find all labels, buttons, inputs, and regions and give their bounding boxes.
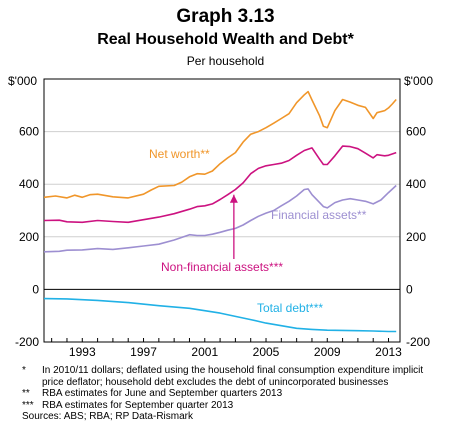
y-tick-label-left: 0 — [32, 282, 39, 296]
annotation-layer: Net worth** Financial assets** Non-financi… — [149, 147, 367, 315]
x-tick-label: 1997 — [130, 345, 157, 359]
footnote-2: ** RBA estimates for June and September … — [22, 388, 442, 400]
y-tick-label-left: 200 — [19, 230, 39, 244]
axis-layer: -200 -200 0 0 200 200 400 400 600 600 $'000 $'000 19… — [8, 74, 433, 359]
sources: Sources: ABS; RBA; RP Data-Rismark — [22, 411, 193, 422]
footnote-mark: *** — [22, 399, 34, 411]
series-line-2 — [43, 184, 397, 253]
y-unit-right: $'000 — [404, 74, 433, 88]
y-tick-label-right: 0 — [406, 282, 413, 296]
y-tick-label-left: -200 — [15, 335, 39, 349]
x-tick-label: 1993 — [69, 345, 96, 359]
chart-title: Real Household Wealth and Debt* — [97, 31, 354, 48]
series-line-1 — [43, 145, 397, 224]
series-label: Non-financial assets*** — [161, 260, 283, 274]
footnote-1: * In 2010/11 dollars; deflated using the… — [22, 365, 442, 388]
series-layer — [43, 90, 397, 333]
series-line-0 — [43, 90, 397, 199]
graph-number: Graph 3.13 — [176, 6, 275, 27]
series-label: Net worth** — [149, 147, 210, 161]
x-tick-label: 2005 — [253, 345, 280, 359]
y-tick-label-left: 400 — [19, 177, 39, 191]
footnote-3: *** RBA estimates for September quarter … — [22, 400, 442, 412]
series-label: Total debt*** — [257, 301, 323, 315]
y-tick-label-right: 600 — [406, 125, 426, 139]
footnote-text: In 2010/11 dollars; deflated using the h… — [42, 365, 424, 388]
y-tick-label-right: -200 — [406, 335, 430, 349]
footnote-mark: * — [22, 365, 26, 376]
y-tick-label-left: 600 — [19, 125, 39, 139]
grid-layer — [44, 131, 400, 290]
y-unit-left: $'000 — [8, 74, 37, 88]
footnote-mark: ** — [22, 388, 30, 399]
plot-frame — [43, 78, 401, 343]
x-tick-label: 2009 — [314, 345, 341, 359]
series-line-3 — [43, 297, 397, 333]
y-tick-label-right: 200 — [406, 230, 426, 244]
y-tick-label-right: 400 — [406, 177, 426, 191]
chart-subtitle: Per household — [186, 54, 265, 68]
x-tick-label: 2001 — [191, 345, 218, 359]
footnote-text: RBA estimates for September quarter 2013 — [42, 399, 234, 411]
annotation-arrow-head — [229, 194, 238, 203]
footnote-text: RBA estimates for June and September qua… — [42, 388, 283, 399]
x-tick-label: 2013 — [375, 345, 402, 359]
series-label: Financial assets** — [271, 208, 367, 222]
footnotes: * In 2010/11 dollars; deflated using the… — [22, 365, 442, 423]
